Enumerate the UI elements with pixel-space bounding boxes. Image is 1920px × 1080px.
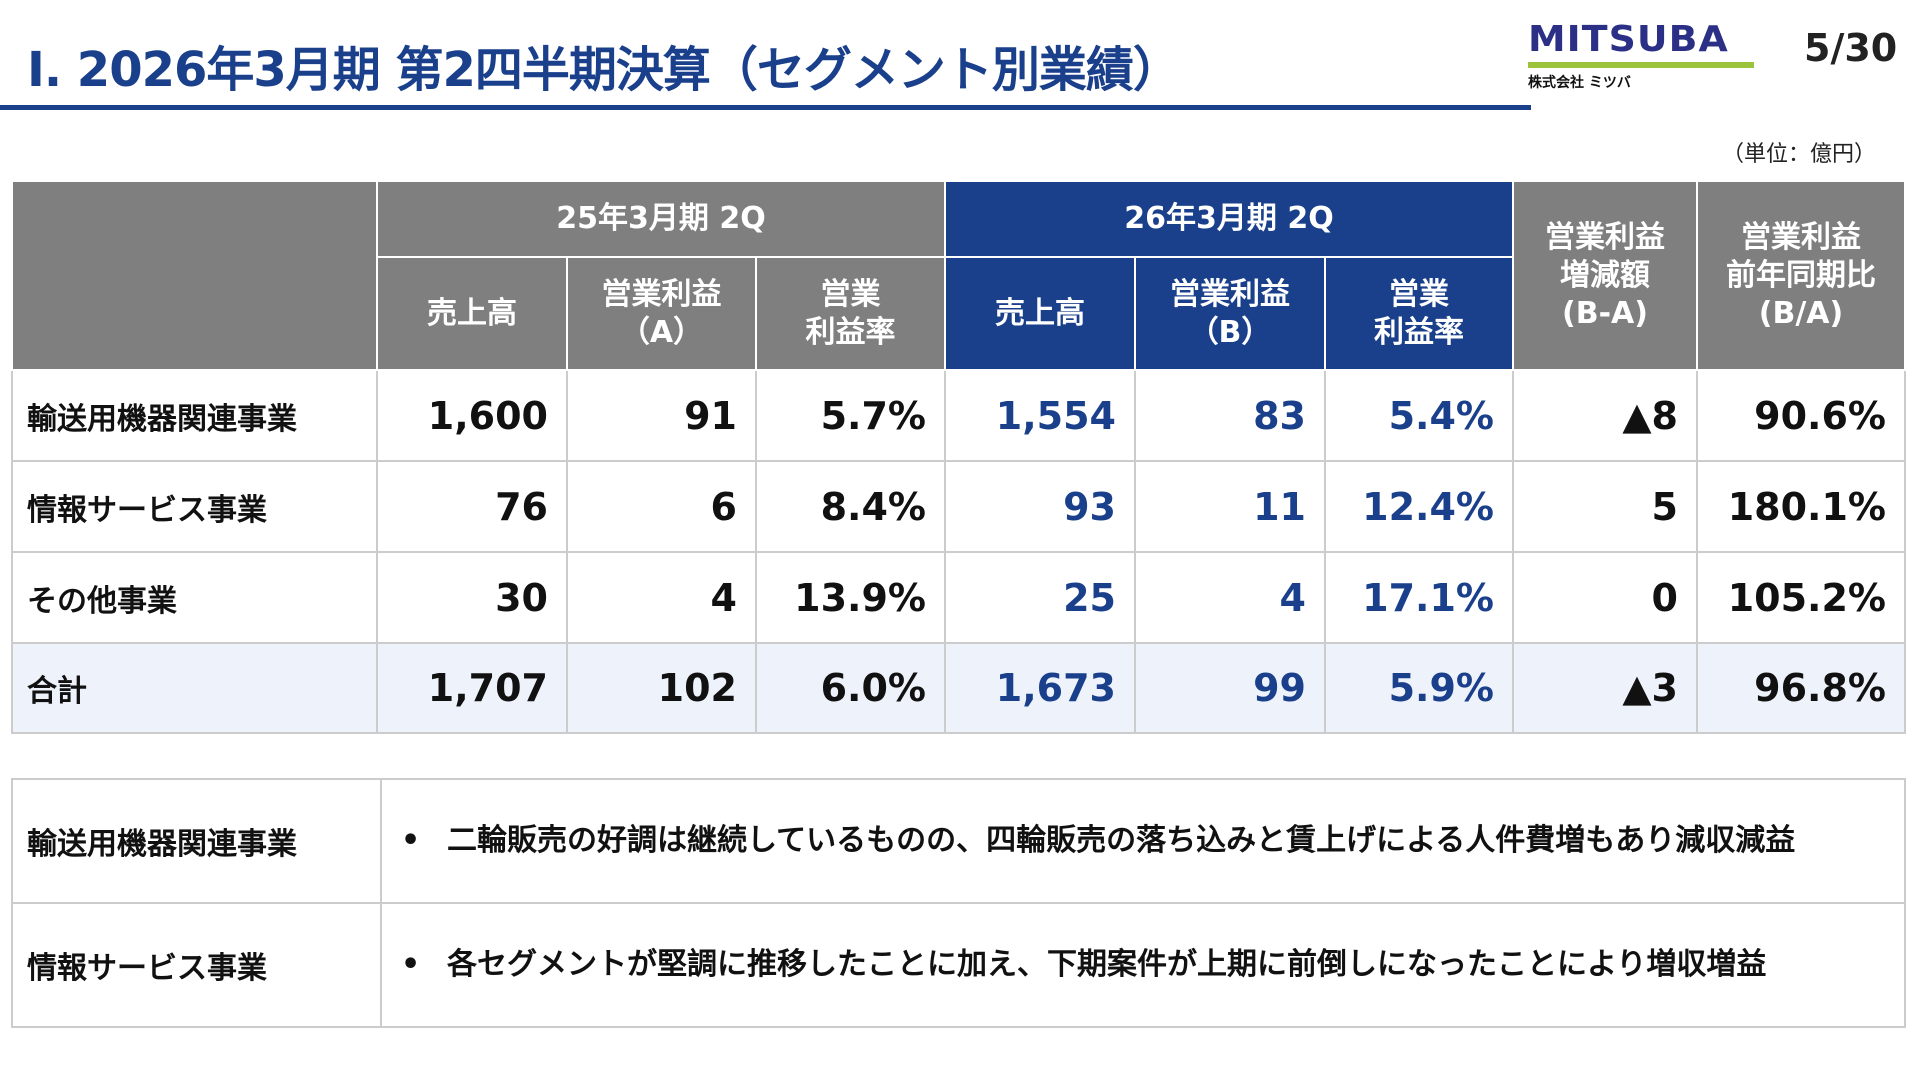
cell-sales-a: 30 (376, 551, 568, 644)
cell-op-b: 83 (1134, 369, 1326, 462)
cell-op-ratio: 105.2% (1696, 551, 1906, 644)
note-text-cell: • 二輪販売の好調は継続しているものの、四輪販売の落ち込みと賃上げによる人件費増も… (380, 778, 1906, 904)
table-row: 輸送用機器関連事業 1,600 91 5.7% 1,554 83 5.4% ▲8 90.6% (11, 369, 1906, 462)
note-text: 各セグメントが堅調に推移したことに加え、下期案件が上期に前倒しになったことにより… (447, 947, 1767, 982)
note-label: 輸送用機器関連事業 (11, 778, 382, 904)
cell-op-ratio: 96.8% (1696, 642, 1906, 734)
note-label: 情報サービス事業 (11, 902, 382, 1028)
cell-op-diff: 0 (1512, 551, 1698, 644)
header-op-a: 営業利益 （A） (566, 256, 757, 371)
total-row: 合計 1,707 102 6.0% 1,673 99 5.9% ▲3 96.8% (11, 642, 1906, 734)
cell-sales-b: 93 (944, 460, 1136, 553)
cell-margin-b: 12.4% (1324, 460, 1514, 553)
header-margin-a: 営業 利益率 (755, 256, 946, 371)
cell-sales-a: 1,707 (376, 642, 568, 734)
header-op-b: 営業利益 （B） (1134, 256, 1326, 371)
logo-subtext: 株式会社 ミツバ (1528, 75, 1631, 91)
table-row: 情報サービス事業 76 6 8.4% 93 11 12.4% 5 180.1% (11, 460, 1906, 553)
cell-op-ratio: 90.6% (1696, 369, 1906, 462)
mitsuba-logo: MITSUBA 株式会社 ミツバ (1528, 22, 1754, 92)
cell-op-ratio: 180.1% (1696, 460, 1906, 553)
cell-sales-a: 1,600 (376, 369, 568, 462)
row-label: 合計 (11, 642, 378, 734)
row-label: 情報サービス事業 (11, 460, 378, 553)
note-row: 輸送用機器関連事業 • 二輪販売の好調は継続しているものの、四輪販売の落ち込みと賃… (11, 778, 1906, 904)
cell-margin-a: 6.0% (755, 642, 946, 734)
row-label: 輸送用機器関連事業 (11, 369, 378, 462)
cell-sales-b: 25 (944, 551, 1136, 644)
cell-margin-a: 5.7% (755, 369, 946, 462)
header-margin-b: 営業 利益率 (1324, 256, 1514, 371)
table-row: その他事業 30 4 13.9% 25 4 17.1% 0 105.2% (11, 551, 1906, 644)
note-text-cell: • 各セグメントが堅調に推移したことに加え、下期案件が上期に前倒しになったことによ… (380, 902, 1906, 1028)
cell-margin-b: 5.4% (1324, 369, 1514, 462)
segment-notes-table: 輸送用機器関連事業 • 二輪販売の好調は継続しているものの、四輪販売の落ち込みと賃… (11, 778, 1906, 1028)
cell-op-b: 11 (1134, 460, 1326, 553)
cell-op-b: 4 (1134, 551, 1326, 644)
header-corner (11, 180, 378, 371)
bullet: • (401, 823, 421, 858)
cell-op-diff: 5 (1512, 460, 1698, 553)
cell-sales-b: 1,554 (944, 369, 1136, 462)
logo-green-bar (1528, 62, 1754, 68)
bullet: • (401, 947, 421, 982)
cell-margin-a: 13.9% (755, 551, 946, 644)
cell-margin-a: 8.4% (755, 460, 946, 553)
segment-results-table: 25年3月期 2Q 26年3月期 2Q 営業利益 増減額 (B-A) 営業利益 前年同… (11, 180, 1906, 734)
cell-sales-b: 1,673 (944, 642, 1136, 734)
cell-op-a: 4 (566, 551, 757, 644)
cell-op-b: 99 (1134, 642, 1326, 734)
row-label: その他事業 (11, 551, 378, 644)
page-title: Ⅰ. 2026年3月期 第2四半期決算（セグメント別業績） (27, 42, 1181, 98)
cell-op-diff: ▲3 (1512, 642, 1698, 734)
header-prev-period: 25年3月期 2Q (376, 180, 946, 258)
note-row: 情報サービス事業 • 各セグメントが堅調に推移したことに加え、下期案件が上期に前倒… (11, 902, 1906, 1028)
logo-wordmark: MITSUBA (1528, 19, 1729, 60)
header-op-ratio: 営業利益 前年同期比 (B/A) (1696, 180, 1906, 371)
cell-op-a: 91 (566, 369, 757, 462)
cell-op-diff: ▲8 (1512, 369, 1698, 462)
cell-margin-b: 5.9% (1324, 642, 1514, 734)
header-sales-b: 売上高 (944, 256, 1136, 371)
header-op-diff: 営業利益 増減額 (B-A) (1512, 180, 1698, 371)
header-sales-a: 売上高 (376, 256, 568, 371)
unit-label: （単位：億円） (1721, 142, 1876, 167)
note-text: 二輪販売の好調は継続しているものの、四輪販売の落ち込みと賃上げによる人件費増もあ… (447, 823, 1796, 858)
page-number: 5/30 (1804, 26, 1898, 70)
title-underline (0, 105, 1531, 110)
header-curr-period: 26年3月期 2Q (944, 180, 1514, 258)
cell-margin-b: 17.1% (1324, 551, 1514, 644)
cell-sales-a: 76 (376, 460, 568, 553)
cell-op-a: 6 (566, 460, 757, 553)
cell-op-a: 102 (566, 642, 757, 734)
